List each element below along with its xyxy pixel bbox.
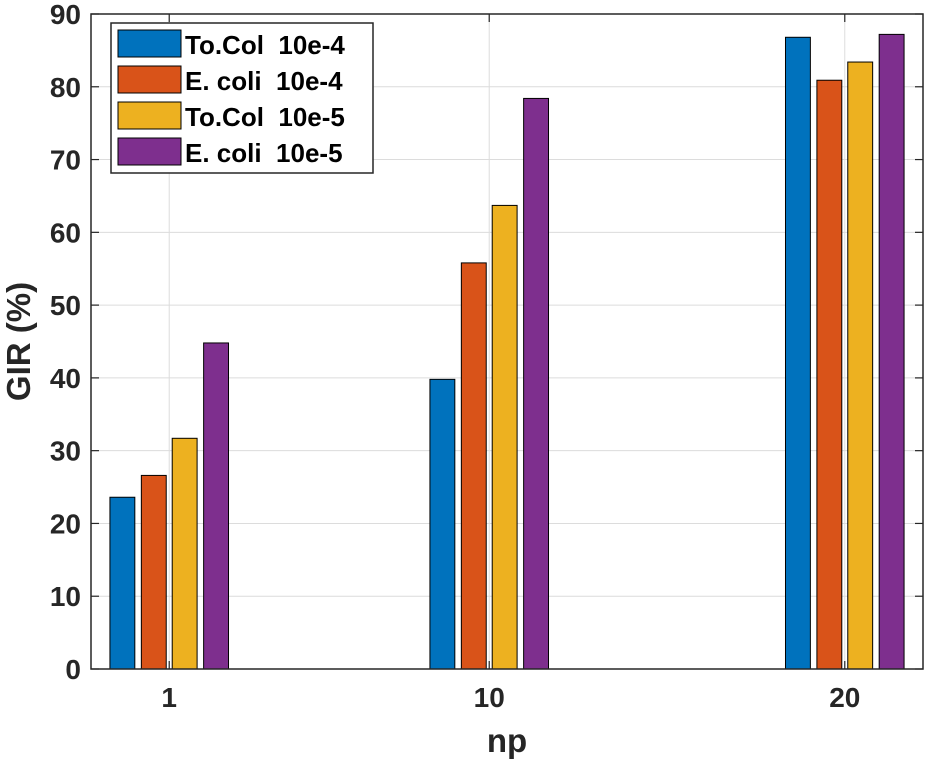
legend: To.Col 10e-4 E. coli 10e-4 To.Col 10e-5 E. … [110,22,374,174]
legend-swatch-2 [117,65,182,94]
x-tick-label: 20 [829,682,860,713]
legend-label-1: To.Col 10e-4 [185,30,345,60]
y-axis-label: GIR (%) [0,282,37,401]
legend-label-3: To.Col 10e-5 [185,102,345,132]
y-tick-label: 50 [50,290,81,321]
y-tick-label: 30 [50,436,81,467]
y-tick-label: 40 [50,363,81,394]
legend-label-4: E. coli 10e-5 [185,138,343,168]
legend-label-2: E. coli 10e-4 [185,66,343,96]
bar-3-1 [171,437,198,670]
bar-4-10 [523,97,550,670]
y-tick-label: 20 [50,508,81,539]
y-tick-label: 70 [50,145,81,176]
bar-1-20 [784,36,811,670]
bar-4-1 [203,342,230,670]
bar-4-20 [878,33,905,670]
bar-2-10 [460,262,487,670]
y-tick-label: 90 [50,0,81,30]
bar-2-20 [816,79,843,670]
legend-swatch-3 [117,101,182,130]
y-tick-label: 80 [50,72,81,103]
bar-2-1 [140,474,167,670]
bar-1-1 [109,496,136,670]
legend-swatch-4 [117,137,182,166]
y-tick-label: 10 [50,581,81,612]
x-tick-label: 10 [474,682,505,713]
y-tick-label: 0 [65,654,81,685]
x-tick-label: 1 [161,682,177,713]
axes-box [90,13,924,670]
x-axis-label: np [487,722,527,759]
bar-3-10 [491,204,518,670]
bar-3-20 [847,61,874,670]
y-tick-label: 60 [50,217,81,248]
axis-ticks: 0 10 20 30 40 50 60 70 80 90 1 10 20 [50,0,923,713]
legend-swatch-1 [117,29,182,58]
bar-1-10 [429,378,456,670]
